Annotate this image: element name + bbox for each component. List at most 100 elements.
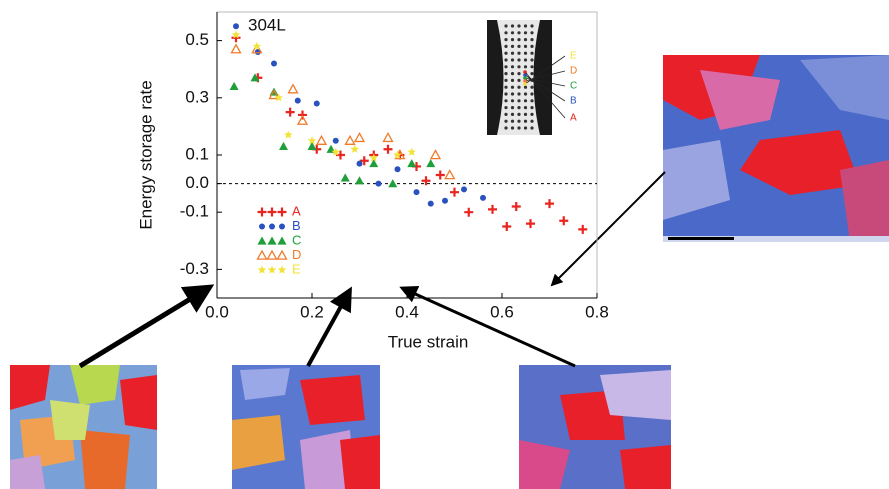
legend-label: D — [292, 247, 301, 262]
legend-label: A — [292, 203, 301, 218]
grid-dot — [517, 92, 521, 96]
micrograph-right — [663, 55, 889, 242]
data-point — [407, 159, 417, 168]
grid-dot — [510, 72, 515, 76]
grid-dot — [523, 85, 528, 89]
data-point — [230, 43, 242, 54]
y-tick-label: 0.3 — [185, 87, 209, 106]
arrow — [550, 171, 666, 287]
grid-dot — [510, 99, 515, 103]
grid-dot — [504, 72, 508, 76]
grid-dot — [517, 119, 521, 123]
data-point — [383, 144, 393, 154]
legend-marker — [267, 207, 277, 217]
legend-marker — [257, 207, 267, 217]
grid-dot — [530, 51, 534, 55]
x-tick-label: 0.0 — [205, 302, 229, 321]
grid-dot — [523, 44, 528, 49]
grid-dot — [504, 65, 508, 69]
data-point — [480, 194, 486, 201]
inset-label: E — [570, 51, 577, 62]
data-point — [315, 134, 328, 145]
grid-dot — [504, 92, 508, 96]
data-point — [307, 141, 317, 151]
grid-dot — [523, 51, 528, 55]
inset-label: A — [570, 113, 577, 124]
grid-dot — [517, 24, 521, 28]
grid-dot — [504, 78, 508, 82]
grid-dot — [530, 112, 534, 116]
data-point — [429, 149, 442, 160]
data-point — [287, 83, 299, 94]
grid-dot — [504, 51, 508, 55]
grid-dot — [510, 24, 515, 28]
grid-dot — [523, 65, 528, 69]
legend-marker — [259, 223, 265, 230]
data-point — [578, 224, 588, 234]
legend-marker — [277, 207, 287, 217]
grid-dot — [517, 85, 521, 89]
data-point — [350, 144, 359, 153]
data-point — [545, 199, 554, 209]
data-point — [369, 153, 378, 162]
grid-dot — [530, 65, 534, 69]
y-tick-label: 0.1 — [185, 144, 209, 163]
legend-marker — [267, 265, 277, 274]
y-tick-label: -0.1 — [180, 202, 209, 221]
grid-dot — [510, 106, 515, 110]
inset-label: D — [570, 66, 577, 77]
grid-dot — [530, 72, 534, 76]
grid-dot — [510, 65, 515, 69]
data-point — [331, 147, 340, 156]
grid-dot — [523, 58, 528, 62]
legend-marker — [277, 236, 287, 245]
data-point — [435, 170, 445, 180]
legend-marker — [276, 249, 288, 260]
micrograph-2 — [232, 365, 380, 489]
grid-dot — [504, 126, 508, 130]
data-point — [461, 186, 467, 193]
grid-dot — [530, 85, 534, 89]
x-tick-label: 0.8 — [585, 302, 609, 321]
data-point — [464, 207, 474, 217]
arrow — [399, 285, 576, 368]
grid-dot — [510, 78, 515, 82]
data-point — [344, 134, 356, 145]
data-point — [279, 141, 288, 151]
data-point — [511, 201, 521, 211]
legend-marker — [256, 249, 268, 260]
data-point — [369, 159, 379, 168]
data-point — [526, 219, 535, 229]
grid-dot — [523, 106, 528, 110]
grid-dot — [530, 24, 534, 28]
grid-dot — [517, 126, 521, 130]
data-point — [340, 173, 350, 182]
grid-dot — [510, 44, 515, 49]
micrograph-1 — [10, 365, 157, 489]
data-point — [353, 132, 366, 143]
grid-dot — [504, 85, 508, 89]
grid-dot — [510, 31, 515, 35]
data-point — [427, 200, 434, 207]
grid-dot — [517, 31, 521, 35]
data-point — [559, 216, 569, 226]
grid-dot — [530, 126, 534, 130]
data-point — [274, 93, 283, 102]
legend-marker — [267, 236, 277, 245]
data-point — [233, 23, 239, 30]
grid-dot — [504, 58, 508, 62]
arrow — [306, 286, 352, 367]
grid-dot — [510, 85, 515, 89]
grid-dot — [510, 92, 515, 96]
grid-dot — [523, 119, 528, 123]
data-point — [250, 73, 260, 82]
data-point — [394, 166, 401, 173]
grid-dot — [517, 58, 521, 62]
y-tick-label: 0.0 — [185, 173, 209, 192]
y-axis-label: Energy storage rate — [136, 80, 155, 229]
data-point — [450, 187, 459, 197]
grid-dot — [517, 112, 521, 116]
inset-label: C — [570, 81, 577, 92]
data-point — [442, 197, 448, 204]
